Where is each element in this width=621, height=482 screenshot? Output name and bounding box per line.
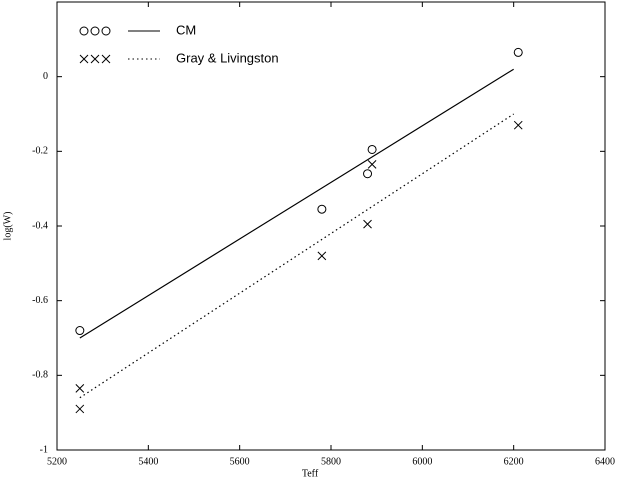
point: [367, 144, 377, 154]
fit-line: [79, 68, 514, 339]
legend-label: CM: [176, 22, 196, 37]
point: [513, 47, 523, 57]
point: [75, 384, 85, 393]
x-tick-label: 5400: [138, 456, 158, 467]
legend-marker: [79, 54, 89, 64]
fit-line: [79, 113, 514, 399]
x-tick-label: 5800: [321, 456, 341, 467]
point: [317, 204, 327, 214]
point: [75, 404, 85, 414]
x-tick-label: 6400: [595, 456, 615, 467]
y-tick-label: 0: [43, 71, 48, 82]
legend-marker: [90, 54, 100, 64]
point: [363, 169, 373, 179]
point: [513, 120, 523, 130]
point: [367, 160, 377, 169]
legend-label: Gray & Livingston: [176, 50, 279, 65]
point: [75, 326, 85, 336]
y-tick-label: -0.2: [32, 146, 48, 157]
legend-marker: [101, 54, 111, 64]
legend-marker: [90, 26, 100, 36]
point: [317, 251, 327, 261]
legend-marker: [79, 26, 89, 36]
y-axis-label: log(W): [2, 212, 13, 241]
legend-marker: [101, 26, 111, 36]
y-tick-label: -0.6: [32, 295, 48, 306]
x-tick-label: 6200: [504, 456, 524, 467]
point: [363, 219, 372, 229]
x-axis-label: Teff: [302, 468, 319, 479]
x-tick-label: 6000: [412, 456, 432, 467]
x-tick-label: 5200: [47, 456, 67, 467]
y-tick-label: -0.4: [32, 220, 48, 231]
y-tick-label: -0.8: [32, 370, 48, 381]
y-tick-label: -1: [40, 444, 48, 455]
x-tick-label: 5600: [230, 456, 250, 467]
plot-frame: [56, 1, 606, 451]
